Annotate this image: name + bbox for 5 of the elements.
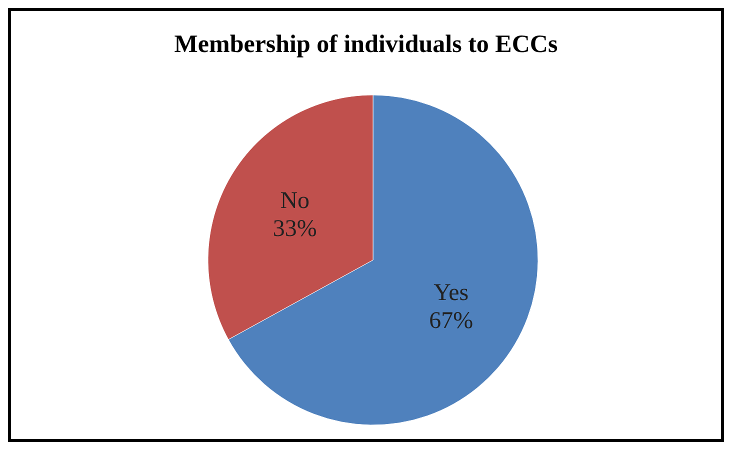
slice-label: Yes xyxy=(434,280,469,306)
chart-title: Membership of individuals to ECCs xyxy=(174,31,558,58)
data-label: 33% xyxy=(272,216,317,242)
data-label: 67% xyxy=(429,308,474,334)
slice-label: No xyxy=(280,188,310,214)
